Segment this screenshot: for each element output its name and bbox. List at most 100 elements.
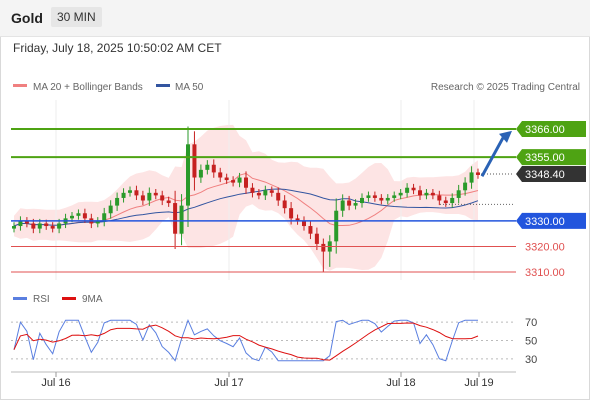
- candle-body: [250, 187, 255, 193]
- candle-body: [37, 223, 42, 229]
- resistance-tag: [516, 149, 586, 166]
- candle-body: [276, 192, 281, 201]
- candle-body: [211, 164, 216, 173]
- candle-body: [353, 203, 358, 206]
- candle-body: [340, 200, 345, 211]
- candle-body: [256, 192, 261, 196]
- candle-body: [263, 190, 268, 196]
- candle-body: [50, 226, 55, 229]
- candle-body: [44, 223, 49, 227]
- rsi-legend-swatch: [13, 297, 27, 300]
- projection-arrow-head: [499, 130, 512, 143]
- candle-body: [166, 200, 171, 204]
- candle-body: [198, 169, 203, 178]
- candle-body: [108, 205, 113, 214]
- candle-body: [70, 215, 74, 219]
- candle-body: [173, 203, 178, 234]
- rsi-level-label: 50: [525, 336, 537, 348]
- candle-body: [347, 200, 352, 206]
- last-price-label: 3348.40: [525, 169, 565, 181]
- rsi-ma-legend-swatch: [62, 297, 76, 300]
- rsi-ma-legend-label: 9MA: [82, 294, 103, 305]
- candle-body: [76, 213, 81, 216]
- candle-body: [24, 220, 29, 224]
- candle-body: [430, 192, 435, 196]
- candle-body: [437, 195, 442, 201]
- candle-body: [282, 200, 287, 209]
- candle-body: [334, 210, 339, 242]
- candle-body: [95, 220, 100, 224]
- resistance-label: 3366.00: [525, 124, 565, 136]
- candle-body: [31, 223, 36, 229]
- rsi-level-label: 30: [525, 354, 537, 366]
- resistance-label: 3355.00: [525, 152, 565, 164]
- candle-body: [476, 172, 480, 175]
- candle-body: [128, 190, 132, 193]
- candle-body: [186, 144, 190, 206]
- candle-body: [360, 197, 364, 204]
- candle-body: [121, 192, 126, 198]
- ma20-legend-label: MA 20 + Bollinger Bands: [33, 82, 143, 93]
- ma50-legend-label: MA 50: [175, 82, 204, 93]
- candle-body: [134, 190, 139, 196]
- candle-body: [456, 190, 461, 198]
- pivot-tag: [516, 212, 586, 229]
- support-label: 3310.00: [525, 267, 565, 279]
- candle-body: [424, 192, 429, 196]
- candle-body: [269, 190, 274, 193]
- candle-body: [18, 220, 23, 227]
- pivot-label: 3330.00: [525, 216, 565, 228]
- candle-body: [443, 200, 448, 204]
- candle-body: [366, 195, 371, 198]
- rsi-legend-label: RSI: [33, 294, 50, 305]
- x-tick-label: Jul 17: [214, 377, 243, 389]
- candle-body: [405, 187, 410, 193]
- candle-body: [372, 195, 377, 198]
- candle-body: [411, 187, 416, 191]
- candle-body: [224, 177, 229, 181]
- support-label: 3320.00: [525, 241, 565, 253]
- candle-body: [237, 177, 242, 183]
- rsi-line: [13, 318, 478, 362]
- candle-body: [308, 226, 313, 234]
- chart-header: Gold 30 MIN: [0, 0, 590, 37]
- candle-body: [102, 213, 107, 221]
- candle-body: [57, 223, 62, 229]
- candle-body: [192, 144, 197, 178]
- candle-body: [179, 205, 184, 234]
- candle-body: [450, 197, 455, 204]
- instrument-title: Gold: [11, 10, 43, 26]
- candle-body: [463, 182, 468, 191]
- last-price-tag: [516, 165, 586, 182]
- candle-body: [379, 197, 384, 201]
- candle-body: [392, 195, 397, 198]
- candle-body: [153, 192, 158, 196]
- rsi-level-label: 70: [525, 317, 537, 329]
- projection-arrow-shaft: [480, 137, 505, 177]
- x-tick-label: Jul 18: [386, 377, 415, 389]
- candle-body: [289, 208, 294, 219]
- candle-body: [82, 213, 87, 219]
- candle-body: [115, 197, 120, 206]
- candle-body: [314, 233, 319, 244]
- timestamp: Friday, July 18, 2025 10:50:02 AM CET: [13, 41, 222, 55]
- x-tick-label: Jul 16: [41, 377, 70, 389]
- rsi-ma-line: [13, 322, 479, 361]
- ma20-legend-swatch: [13, 84, 27, 87]
- candle-body: [231, 180, 236, 183]
- candle-body: [205, 164, 210, 170]
- timeframe-button[interactable]: 30 MIN: [51, 7, 102, 27]
- ma50-legend-swatch: [156, 84, 170, 87]
- candle-body: [244, 177, 248, 188]
- candle-body: [302, 220, 306, 227]
- candle-body: [140, 195, 145, 201]
- candle-body: [160, 195, 165, 201]
- candle-body: [321, 243, 326, 252]
- copyright-label: Research © 2025 Trading Central: [431, 82, 580, 93]
- bollinger-band: [14, 124, 478, 271]
- candle-body: [147, 192, 152, 201]
- candle-body: [295, 218, 300, 221]
- resistance-tag: [516, 121, 586, 137]
- candle-body: [398, 192, 403, 196]
